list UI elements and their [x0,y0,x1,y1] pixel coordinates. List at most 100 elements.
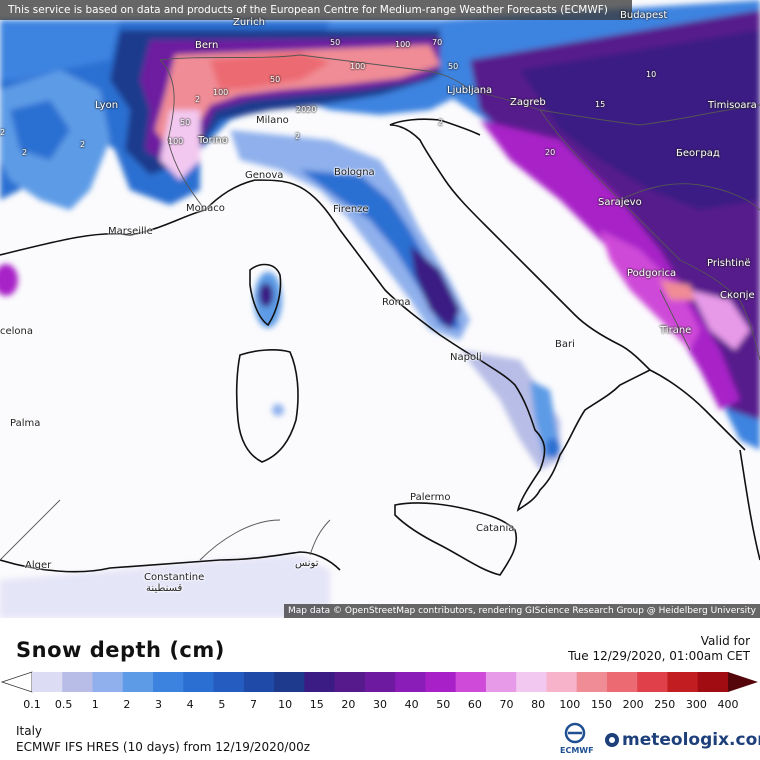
legend-panel: Snow depth (cm) Valid for Tue 12/29/2020… [0,618,760,760]
valid-time: Tue 12/29/2020, 01:00am CET [568,649,750,663]
city-label: Firenze [333,204,369,215]
city-label: Palma [10,418,41,429]
contour-label: 100 [213,88,229,97]
scale-swatch [153,672,184,692]
scale-swatch [425,672,457,692]
color-scale-bar [0,671,758,693]
city-label: Monaco [186,203,225,214]
scale-swatch [364,672,396,692]
scale-tick-label: 250 [654,698,676,711]
snow-depth-map[interactable]: This service is based on data and produc… [0,0,760,618]
country-borders [0,54,760,561]
city-label: Ljubljana [447,85,493,96]
contour-label: 2 [80,140,86,149]
city-label: Constantine [144,572,205,583]
city-label: celona [0,326,34,337]
city-label: Prishtinë [707,258,751,269]
scale-swatch [122,672,154,692]
scale-swatch [92,672,124,692]
ecmwf-label: ECMWF [560,746,594,755]
scale-tick-label: 40 [404,698,419,711]
contour-label: 20 [545,148,556,157]
contour-label: 10 [646,70,657,79]
scale-tick-label: 0.1 [23,698,41,711]
scale-tick-label: 10 [278,698,293,711]
city-label: Zurich [233,17,265,28]
scale-tick-label: 3 [155,698,163,711]
city-label: Genova [245,170,284,181]
city-label: تونس [295,558,319,569]
contour-label: 100 [395,40,411,49]
scale-swatch [455,672,487,692]
scale-tick-label: 50 [436,698,451,711]
scale-swatch [637,672,668,692]
scale-tick-label: 150 [590,698,612,711]
valid-label: Valid for [700,634,750,648]
contour-label: 50 [180,118,191,127]
city-label: Roma [382,297,411,308]
scale-tick-label: 7 [249,698,257,711]
scale-tick-label: 15 [309,698,324,711]
city-label: Bari [555,339,575,350]
contour-label: 15 [595,100,606,109]
contour-label: 2 [195,95,201,104]
ecmwf-logo-icon [564,722,586,744]
scale-swatch [485,672,517,692]
scale-swatch [334,672,366,692]
city-label: Alger [25,560,52,571]
contour-label: 2 [22,148,28,157]
scale-swatch [395,672,426,692]
scale-swatch [667,672,699,692]
city-label: Napoli [450,352,482,363]
scale-swatch [606,672,638,692]
contour-label: 100 [350,62,366,71]
scale-swatch [274,672,305,692]
map-title: Snow depth (cm) [16,638,225,662]
city-label: Zagreb [510,97,546,108]
scale-tick-label: 400 [717,698,739,711]
city-label: Torino [198,135,228,146]
contour-label: 2 [438,118,444,127]
contour-label: 50 [270,75,281,84]
scale-swatch [304,672,336,692]
city-label: Bologna [334,167,375,178]
city-label: Tirane [660,325,692,336]
scale-min-arrow [0,671,33,693]
city-label: Bern [195,40,219,51]
scale-tick-label: 20 [341,698,356,711]
snow-field-layer [0,0,760,618]
scale-tick-label: 70 [499,698,514,711]
scale-tick-label: 2 [123,698,131,711]
scale-tick-label: 5 [218,698,226,711]
scale-swatch [32,672,63,692]
contour-label: 2020 [296,105,317,114]
city-label: Timisoara [708,100,757,111]
scale-tick-label: 4 [186,698,194,711]
scale-swatch [183,672,215,692]
coastlines [0,118,760,576]
city-label: Sarajevo [598,197,642,208]
scale-max-arrow [728,672,758,692]
scale-tick-label: 1 [91,698,99,711]
brand-name[interactable]: meteologix.com [622,730,760,750]
scale-swatch [516,672,547,692]
scale-tick-label: 100 [559,698,581,711]
scale-tick-label: 60 [467,698,482,711]
map-attribution[interactable]: Map data © OpenStreetMap contributors, r… [284,604,760,618]
scale-tick-label: 300 [685,698,707,711]
contour-label: 50 [448,62,459,71]
data-notice: This service is based on data and produc… [0,0,632,20]
city-label: Marseille [108,226,153,237]
scale-tick-label: 0.5 [54,698,73,711]
city-label: Podgorica [627,268,677,279]
contour-label: 2 [0,128,6,137]
city-label: Скопје [720,290,755,301]
city-label: Milano [256,115,289,126]
city-label: Budapest [620,10,668,21]
city-label: Београд [676,148,720,159]
scale-tick-label: 80 [531,698,546,711]
contour-label: 100 [168,137,184,146]
scale-swatch [576,672,608,692]
contour-label: 50 [330,38,341,47]
region-name: Italy [16,724,43,738]
